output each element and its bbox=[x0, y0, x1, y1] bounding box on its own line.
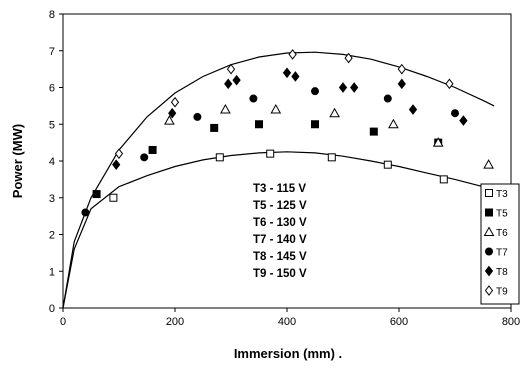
legend-marker-t7 bbox=[485, 247, 493, 256]
data-point-t5 bbox=[255, 120, 263, 129]
x-tick-label: 800 bbox=[502, 316, 520, 328]
annotation-t5: T5 - 125 V bbox=[253, 200, 307, 212]
legend-marker-t9 bbox=[484, 285, 494, 296]
plot-frame bbox=[62, 13, 512, 309]
annotation-t7: T7 - 140 V bbox=[253, 234, 307, 246]
data-point-t8 bbox=[112, 159, 121, 170]
data-point-t8 bbox=[282, 67, 292, 79]
data-point-t6 bbox=[483, 159, 494, 169]
x-tick-label: 200 bbox=[166, 316, 184, 328]
plot-area bbox=[62, 13, 512, 309]
data-point-t8 bbox=[232, 74, 241, 86]
legend: T3 T5 T6 T7 T8 T9 bbox=[480, 183, 520, 305]
y-tick-label: 8 bbox=[49, 9, 55, 21]
y-tick-label: 1 bbox=[49, 266, 55, 278]
data-point-t8 bbox=[408, 104, 418, 115]
data-point-t3 bbox=[215, 153, 224, 162]
data-point-t3 bbox=[327, 153, 336, 162]
y-tick-label: 5 bbox=[49, 119, 55, 131]
legend-label-t7: T7 bbox=[496, 248, 508, 259]
data-point-t7 bbox=[81, 208, 90, 217]
data-point-t9 bbox=[170, 96, 180, 108]
data-point-t8 bbox=[291, 71, 300, 82]
x-tick-label: 600 bbox=[390, 316, 408, 328]
upper-envelope-curve bbox=[62, 51, 495, 309]
annotation-t6: T6 - 130 V bbox=[253, 217, 307, 229]
legend-marker-t3 bbox=[485, 189, 493, 197]
data-point-t8 bbox=[338, 82, 348, 93]
legend-box bbox=[480, 183, 520, 305]
annotation-t3: T3 - 115 V bbox=[253, 183, 306, 195]
data-point-t6 bbox=[164, 115, 175, 125]
data-point-t6 bbox=[220, 104, 231, 114]
data-point-t5 bbox=[210, 123, 219, 132]
legend-label-t3: T3 bbox=[496, 189, 508, 200]
x-axis: 0 200 400 600 800 bbox=[60, 308, 520, 328]
data-point-t7 bbox=[193, 112, 202, 121]
series-t3 bbox=[109, 149, 448, 202]
legend-label-t6: T6 bbox=[496, 228, 508, 239]
series-t8 bbox=[112, 67, 468, 170]
data-point-t8 bbox=[459, 115, 468, 126]
y-tick-label: 0 bbox=[49, 303, 55, 315]
data-point-t3 bbox=[383, 160, 392, 169]
data-point-t8 bbox=[397, 78, 406, 90]
data-point-t6 bbox=[270, 104, 282, 114]
data-point-t9 bbox=[288, 49, 297, 60]
legend-marker-t8 bbox=[484, 265, 494, 277]
y-tick-label: 4 bbox=[49, 156, 55, 168]
legend-label-t9: T9 bbox=[496, 287, 508, 298]
voltage-annotations: T3 - 115 V T5 - 125 V T6 - 130 V T7 - 14… bbox=[253, 183, 307, 280]
data-point-t6 bbox=[388, 118, 399, 129]
data-point-t3 bbox=[439, 175, 448, 184]
data-point-t6 bbox=[432, 137, 444, 147]
data-point-t9 bbox=[114, 148, 124, 159]
y-tick-label: 6 bbox=[49, 83, 55, 95]
y-tick-label: 2 bbox=[49, 230, 55, 242]
data-point-t5 bbox=[311, 120, 319, 129]
data-point-t5 bbox=[92, 190, 101, 199]
annotation-t9: T9 - 150 V bbox=[253, 268, 307, 280]
y-tick-label: 7 bbox=[49, 46, 55, 58]
data-point-t7 bbox=[311, 87, 319, 96]
data-point-t9 bbox=[445, 78, 454, 90]
data-point-t7 bbox=[451, 109, 459, 118]
data-point-t7 bbox=[249, 94, 258, 103]
y-axis-title: Power (MW) bbox=[10, 124, 25, 198]
x-axis-title: Immersion (mm) . bbox=[234, 346, 342, 361]
data-point-t6 bbox=[329, 107, 340, 118]
series-t9 bbox=[114, 49, 454, 159]
data-point-t8 bbox=[350, 82, 359, 93]
data-point-t5 bbox=[148, 145, 157, 154]
data-point-t7 bbox=[383, 94, 392, 103]
legend-label-t5: T5 bbox=[496, 209, 508, 220]
legend-marker-t5 bbox=[485, 208, 493, 217]
x-tick-label: 0 bbox=[60, 316, 66, 328]
data-points bbox=[81, 49, 494, 217]
legend-marker-t6 bbox=[483, 226, 495, 236]
series-t7 bbox=[81, 87, 459, 217]
data-point-t8 bbox=[168, 107, 177, 119]
series-t6 bbox=[164, 104, 494, 169]
data-point-t5 bbox=[369, 127, 378, 136]
data-point-t9 bbox=[226, 63, 236, 75]
data-point-t7 bbox=[140, 153, 149, 162]
annotation-t8: T8 - 145 V bbox=[253, 251, 307, 263]
data-point-t8 bbox=[224, 78, 233, 90]
x-tick-label: 400 bbox=[278, 316, 296, 328]
data-point-t9 bbox=[344, 52, 353, 64]
y-axis: 0 1 2 3 4 5 6 7 8 bbox=[49, 9, 63, 315]
y-tick-label: 3 bbox=[49, 193, 55, 205]
data-point-t3 bbox=[109, 193, 118, 202]
data-point-t9 bbox=[397, 63, 406, 75]
legend-label-t8: T8 bbox=[496, 267, 508, 278]
data-point-t3 bbox=[266, 149, 275, 158]
